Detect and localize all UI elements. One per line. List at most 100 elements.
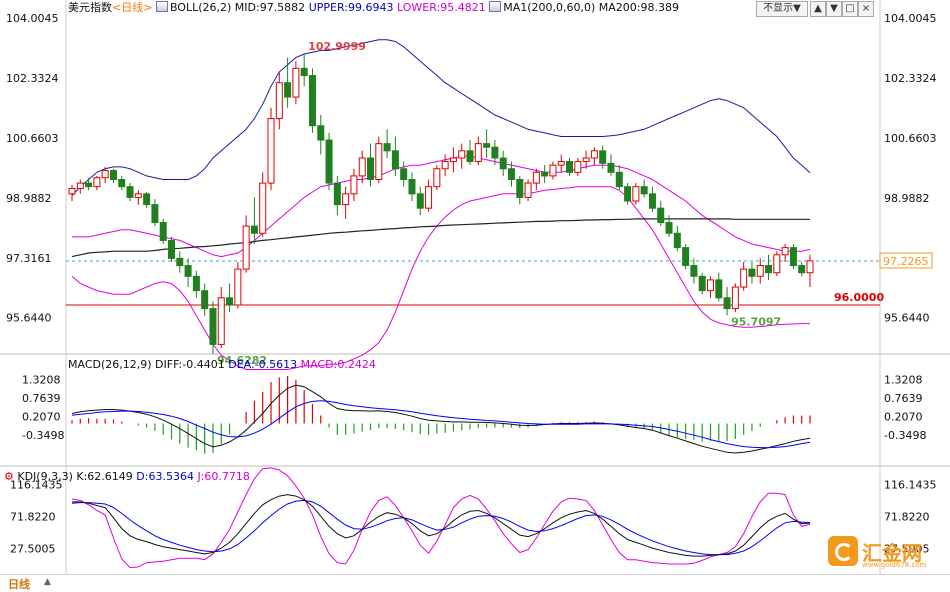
- y-tick-label-left: 95.6440: [6, 312, 52, 325]
- candle-body: [168, 239, 176, 259]
- candle-body: [740, 268, 748, 288]
- candle-body: [408, 178, 416, 195]
- macd-label: MACD(26,12,9): [68, 358, 152, 371]
- candle-body: [690, 265, 698, 277]
- candle-body: [68, 187, 76, 195]
- kdj-d-value: D:63.5364: [136, 470, 194, 483]
- up-arrow-icon[interactable]: ▲: [810, 1, 826, 17]
- macd-dif-value: DIFF:-0.4401: [155, 358, 225, 371]
- candle-body: [308, 75, 316, 127]
- candle-body: [375, 143, 383, 180]
- dropdown-icon[interactable]: ▲: [44, 577, 51, 587]
- candle-body: [731, 286, 739, 310]
- candle-body: [698, 275, 706, 292]
- kdj-y-tick-right: 71.8220: [884, 510, 930, 523]
- boll-indicator-icon: [155, 1, 168, 12]
- candle-body: [632, 186, 640, 202]
- last-price-box: [879, 252, 933, 269]
- candle-body: [466, 150, 474, 163]
- candle-body: [267, 118, 275, 184]
- kdj-y-tick-right: 116.1435: [884, 478, 937, 491]
- kdj-k-value: K:62.6149: [76, 470, 133, 483]
- kdj-j-value: J:60.7718: [197, 470, 250, 483]
- ma-label: MA1(200,0,60,0): [503, 1, 596, 14]
- candle-body: [300, 67, 308, 77]
- candle-body: [491, 146, 499, 159]
- window-icon[interactable]: □: [842, 1, 858, 17]
- boll-upper-value: UPPER:99.6943: [308, 1, 394, 14]
- candle-body: [134, 193, 142, 198]
- not-show-button[interactable]: 不显示▼: [756, 1, 808, 17]
- macd-y-tick-left: 0.2070: [22, 411, 61, 424]
- low-annotation: 94.6282: [217, 354, 267, 367]
- main-legend: 美元指数<日线> BOLL(26,2) MID:97.5882 UPPER:99…: [68, 1, 679, 15]
- candle-body: [201, 290, 209, 310]
- candle-body: [541, 171, 549, 177]
- candle-body: [648, 193, 656, 209]
- candle-body: [532, 171, 540, 184]
- candle-body: [85, 182, 93, 188]
- candle-body: [715, 279, 723, 299]
- boll-label: BOLL(26,2): [169, 1, 232, 14]
- boll-lower-line: [71, 186, 810, 370]
- candle-body: [192, 275, 200, 292]
- candle-body: [582, 157, 590, 163]
- macd-y-tick-left: -0.3498: [22, 429, 64, 442]
- macd-y-tick-right: 1.3208: [884, 373, 923, 386]
- candle-body: [333, 182, 341, 206]
- candle-body: [350, 175, 358, 195]
- candle-body: [159, 222, 167, 241]
- candle-body: [474, 143, 482, 163]
- candle-body: [557, 161, 565, 166]
- kdj-y-tick-left: 116.1435: [10, 478, 63, 491]
- y-tick-label-left: 104.0045: [6, 12, 59, 25]
- macd-y-tick-right: 0.7639: [884, 392, 923, 405]
- candle-body: [756, 265, 764, 277]
- main-panel: 104.0045 104.0045 102.3324 102.3324 100.6603…: [6, 12, 937, 370]
- candle-body: [416, 193, 424, 209]
- kdj-y-tick-left: 71.8220: [10, 510, 56, 523]
- macd-y-tick-right: -0.3498: [884, 429, 926, 442]
- symbol-name: 美元指数: [68, 1, 112, 14]
- kdj-settings-icon[interactable]: ⚙: [4, 470, 14, 483]
- macd-y-tick-left: 0.7639: [22, 392, 61, 405]
- close-icon[interactable]: ×: [858, 1, 874, 17]
- kdj-legend: ⚙ KDJ(9,3,3) K:62.6149 D:63.5364 J:60.77…: [4, 470, 250, 484]
- candle-body: [275, 82, 283, 120]
- candle-body: [209, 308, 217, 345]
- down-arrow-icon[interactable]: ▼: [826, 1, 842, 17]
- candle-body: [342, 193, 350, 206]
- candle-body: [499, 157, 507, 170]
- footer-period-tab[interactable]: 日线: [8, 578, 30, 591]
- kdj-y-tick-left: 27.5005: [10, 542, 56, 555]
- gold678-logo-icon: [828, 536, 858, 566]
- macd-y-tick-left: 1.3208: [22, 373, 61, 386]
- candle-body: [607, 162, 615, 173]
- boll-upper-line: [71, 39, 811, 196]
- macd-dea-value: DEA:-0.5613: [228, 358, 298, 371]
- candle-body: [458, 150, 466, 159]
- candle-body: [682, 247, 690, 267]
- candle-body: [615, 171, 623, 188]
- y-tick-label-left: 97.3161: [6, 252, 52, 265]
- macd-dif-line: [71, 384, 811, 454]
- y-tick-label-left: 102.3324: [6, 72, 59, 85]
- kdj-d-line: [71, 499, 811, 556]
- candle-body: [391, 150, 399, 170]
- kdj-k-line: [72, 494, 811, 557]
- boll-mid-line: [72, 155, 811, 258]
- candle-body: [590, 150, 598, 159]
- candle-body: [234, 268, 242, 306]
- candle-body: [292, 67, 300, 98]
- macd-dea-line: [71, 400, 811, 449]
- boll-mid-value: MID:97.5882: [234, 1, 306, 14]
- candle-body: [226, 297, 234, 306]
- kdj-y-tick-right: 27.5005: [884, 542, 930, 555]
- candle-body: [765, 265, 773, 274]
- period-label[interactable]: <日线>: [112, 1, 153, 14]
- ma200-value: MA200:98.389: [598, 1, 679, 14]
- macd-panel: 1.3208 1.3208 0.7639 0.7639 0.2070 0.2070 -0.3…: [22, 373, 926, 454]
- level-label: 96.0000: [834, 291, 884, 304]
- candle-body: [748, 268, 756, 277]
